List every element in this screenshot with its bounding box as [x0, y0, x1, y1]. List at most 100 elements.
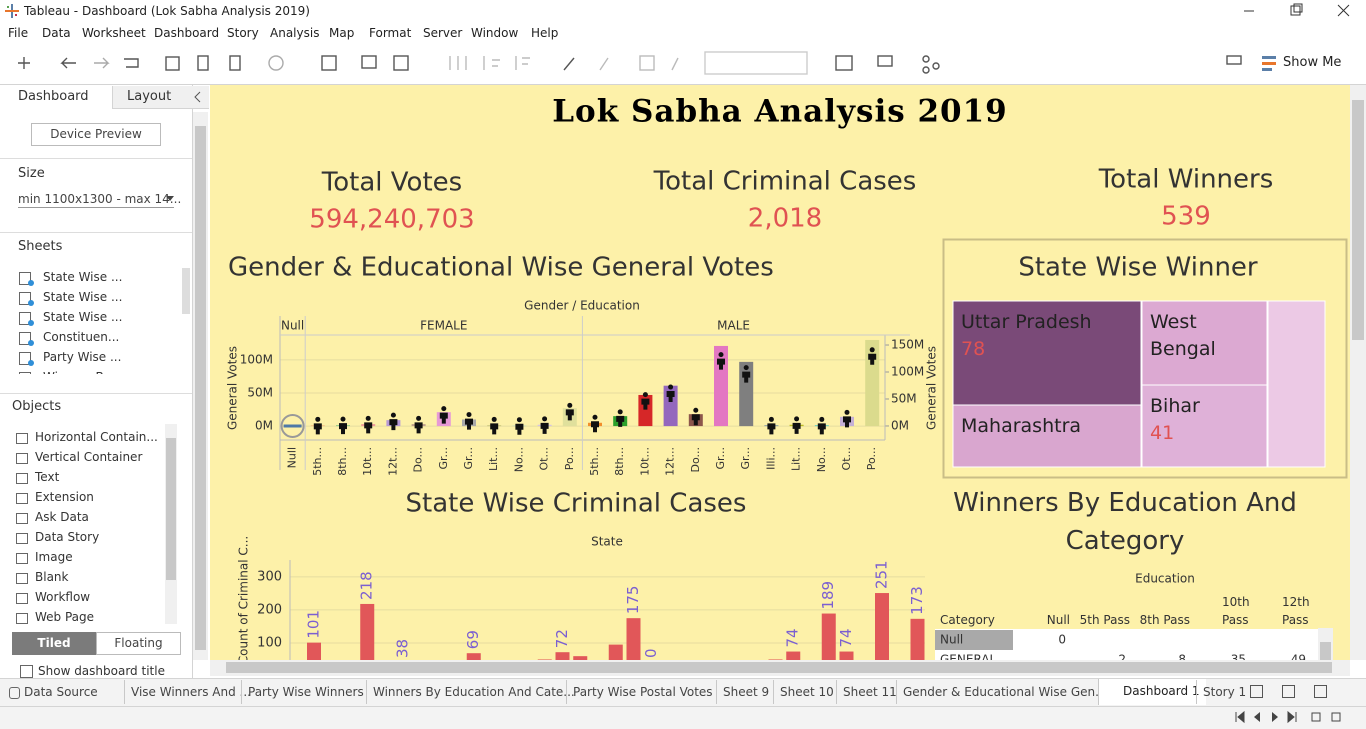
menu-item[interactable]: Format [369, 25, 411, 41]
kpi-label: Total Criminal Cases [653, 167, 917, 197]
menu-item[interactable]: File [8, 25, 28, 41]
size-dropdown[interactable]: min 1100x1300 - max 14... [18, 191, 174, 208]
object-item[interactable]: Horizontal Contain... [35, 429, 158, 445]
sheet-tab[interactable]: Sheet 11 [836, 680, 903, 704]
icon-body [490, 423, 498, 434]
y-tick-label: 200 [257, 602, 282, 617]
object-item[interactable]: Image [35, 549, 73, 565]
object-item[interactable]: Blank [35, 569, 68, 585]
table-cell: 0 [1058, 633, 1066, 647]
x-tick-label: No... [815, 447, 828, 472]
menu-item[interactable]: Dashboard [154, 25, 219, 41]
x-tick-label: No... [512, 447, 525, 472]
sheet-tab[interactable]: Party Wise Winners [241, 680, 370, 704]
sheet-item[interactable]: Winners By... [43, 369, 121, 374]
person-icon [591, 415, 599, 433]
icon-head [719, 352, 724, 357]
data-label: 189 [819, 581, 837, 610]
object-item[interactable]: Web Page [35, 609, 94, 625]
sheet-item[interactable]: Party Wise ... [43, 349, 121, 365]
checkbox[interactable] [20, 665, 33, 678]
object-item[interactable]: Data Story [35, 529, 99, 545]
sheet-item[interactable]: Constituen... [43, 329, 119, 345]
sheet-tab[interactable]: Party Wise Postal Votes [566, 680, 719, 704]
y-tick-label: 100M [240, 352, 273, 366]
y-tick-label: 0M [255, 419, 273, 433]
object-icon [16, 553, 28, 564]
sidebar-tab[interactable]: Layout [127, 89, 171, 105]
bar [360, 604, 374, 660]
object-item[interactable]: Vertical Container [35, 449, 142, 465]
sheet-tab[interactable]: Dashboard 1 [1098, 679, 1206, 705]
floating-button[interactable]: Floating [96, 632, 181, 655]
checkbox-label: Show dashboard title [38, 663, 165, 679]
x-tick-label: Gr... [714, 447, 727, 470]
person-icon [541, 416, 549, 434]
object-item[interactable]: Ask Data [35, 509, 89, 525]
x-tick-label: Po... [865, 447, 878, 470]
menu-item[interactable]: Data [42, 25, 71, 41]
sidebar-tab[interactable]: Dashboard [18, 89, 89, 105]
sheet-item[interactable]: State Wise ... [43, 289, 122, 305]
menu-item[interactable]: Window [471, 25, 518, 41]
menu-item[interactable]: Help [531, 25, 558, 41]
sheet-tab[interactable]: Sheet 10 [773, 680, 840, 704]
sheet-item[interactable]: State Wise ... [43, 269, 122, 285]
dashboard-title: Lok Sabha Analysis 2019 [552, 94, 1008, 130]
person-icon [314, 417, 322, 435]
window-controls[interactable] [1236, 0, 1366, 22]
new-tab-icon[interactable] [1250, 685, 1263, 698]
sheet-tab[interactable]: Gender & Educational Wise Gen... [896, 680, 1113, 704]
object-item[interactable]: Text [35, 469, 59, 485]
sheet-tab[interactable]: Story 1 [1196, 680, 1252, 704]
sheet-item[interactable]: State Wise ... [43, 309, 122, 325]
tiled-button[interactable]: Tiled [12, 632, 96, 655]
icon-head [366, 416, 371, 421]
dropdown-arrow [166, 196, 174, 202]
icon-body [591, 421, 599, 432]
bar [840, 652, 854, 660]
chart-title: State Wise Winner [1018, 253, 1258, 283]
bar [865, 340, 879, 426]
object-item[interactable]: Workflow [35, 589, 90, 605]
cell-label-box: West Bengal [1150, 309, 1261, 383]
y2-tick-label: 50M [891, 391, 917, 405]
menu-item[interactable]: Map [329, 25, 354, 41]
kpi-value: 2,018 [748, 204, 822, 234]
sheet-tab[interactable]: Vise Winners And ... [124, 680, 257, 704]
section-label: Objects [12, 399, 61, 415]
divider [0, 232, 192, 233]
menu-item[interactable]: Server [423, 25, 462, 41]
tab-navigation[interactable] [1232, 710, 1362, 724]
data-label: 74 [837, 628, 855, 647]
treemap-cell [1268, 301, 1325, 467]
device-preview-button[interactable]: Device Preview [31, 123, 161, 146]
null-marker [282, 415, 304, 437]
object-icon [16, 573, 28, 584]
show-me-button[interactable]: Show Me [1283, 55, 1341, 71]
new-tab-icon[interactable] [1282, 685, 1295, 698]
sheet-tab[interactable]: Sheet 9 [716, 680, 775, 704]
icon-head [870, 347, 875, 352]
collapse-icon[interactable] [193, 90, 203, 104]
icon-head [517, 417, 522, 422]
cell-label-box: Maharashtra [961, 413, 1135, 465]
icon-head [845, 410, 850, 415]
icon-head [693, 408, 698, 413]
sheet-tab[interactable]: Winners By Education And Cate... [366, 680, 581, 704]
menu-item[interactable]: Story [227, 25, 259, 41]
x-tick-label: Illi... [764, 447, 777, 470]
icon-head [315, 417, 320, 422]
y2-axis-title: General Votes [925, 346, 939, 430]
object-item[interactable]: Extension [35, 489, 94, 505]
icon-body [364, 422, 372, 433]
column-header: 10th Pass [1222, 593, 1262, 629]
menu-item[interactable]: Analysis [270, 25, 319, 41]
object-icon [16, 493, 28, 504]
column-header: 12th Pass [1282, 593, 1322, 629]
x-tick-label: 10t... [638, 447, 651, 476]
new-tab-icon[interactable] [1314, 685, 1327, 698]
menu-item[interactable]: Worksheet [82, 25, 146, 41]
sheet-tab[interactable]: Data Source [24, 680, 104, 704]
person-icon [793, 416, 801, 434]
